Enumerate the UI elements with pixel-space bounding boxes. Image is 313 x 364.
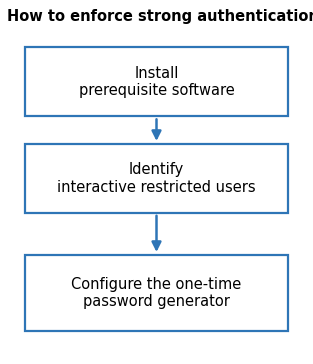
FancyBboxPatch shape — [25, 47, 288, 116]
Text: Identify
interactive restricted users: Identify interactive restricted users — [57, 162, 256, 195]
FancyBboxPatch shape — [25, 255, 288, 331]
Text: How to enforce strong authentication: How to enforce strong authentication — [7, 9, 313, 24]
Text: Install
prerequisite software: Install prerequisite software — [79, 66, 234, 98]
Text: Configure the one-time
password generator: Configure the one-time password generato… — [71, 277, 242, 309]
FancyBboxPatch shape — [25, 144, 288, 213]
